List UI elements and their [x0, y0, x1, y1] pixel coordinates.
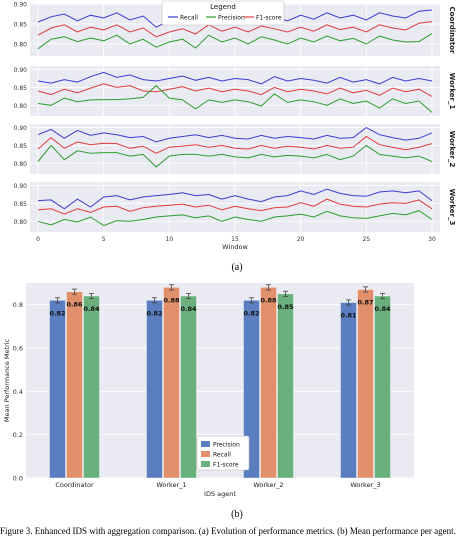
series-line-recall [37, 71, 433, 85]
data-label: 0.82 [243, 309, 259, 317]
data-label: 0.84 [374, 305, 391, 313]
bar-recall [260, 287, 277, 479]
bar-precision [146, 300, 163, 479]
y-tick-label: 0.0 [13, 475, 23, 483]
facet-panel: 0.80 0.85 0.90 Worker_2 [14, 124, 456, 174]
data-label: 0.87 [357, 299, 373, 307]
data-label: 0.85 [277, 303, 294, 311]
legend-label: Precision [213, 442, 240, 449]
bar-recall [163, 287, 180, 479]
bar-f1-score [374, 295, 391, 479]
legend-label: Recall [213, 452, 231, 459]
x-tick-label: Worker_1 [156, 481, 186, 489]
y-tick-label: 0.80 [14, 161, 28, 168]
x-tick-label: 5 [102, 236, 106, 243]
x-tick-label: 15 [231, 236, 239, 243]
series-line-precision [37, 210, 433, 227]
y-tick-label: 0.85 [14, 22, 28, 29]
data-label: 0.81 [340, 312, 357, 320]
legend-label: F1-score [256, 15, 282, 22]
y-tick-label: 0.6 [13, 345, 23, 353]
caption-a: (a) [231, 262, 243, 273]
x-tick-label: 10 [166, 236, 174, 243]
y-axis-label: Mean Performance Metric [3, 338, 11, 422]
x-tick-label: 25 [363, 236, 371, 243]
data-label: 0.82 [146, 309, 162, 317]
facet-label: Worker_3 [448, 189, 456, 226]
series-line-precision [37, 144, 433, 168]
facet-label: Coordinator [448, 7, 456, 54]
series-line-f1-score [37, 135, 433, 154]
series-line-recall [37, 188, 433, 210]
legend-label: F1-score [213, 462, 239, 469]
data-label: 0.82 [49, 309, 65, 317]
y-tick-label: 0.85 [14, 143, 28, 150]
y-tick-label: 0.80 [14, 103, 28, 110]
legend: Legend Recall Precision F1-score [161, 0, 285, 26]
y-tick-label: 0.2 [13, 431, 23, 439]
y-tick-label: 0.90 [14, 183, 28, 190]
bar-f1-score [180, 295, 197, 479]
legend-label: Recall [180, 15, 198, 22]
bar-legend: Precision Recall F1-score [196, 435, 250, 471]
x-tick-label: 30 [428, 236, 436, 243]
series-line-f1-score [37, 198, 433, 215]
y-tick-label: 0.85 [14, 85, 28, 92]
legend-label: Precision [218, 15, 245, 22]
bar-recall [66, 291, 83, 479]
y-tick-label: 0.90 [14, 125, 28, 132]
bar-precision [49, 300, 66, 479]
series-line-f1-score [37, 83, 433, 97]
bar-recall [357, 289, 374, 479]
data-label: 0.84 [83, 305, 100, 313]
bar-f1-score [277, 293, 294, 479]
legend-swatch [201, 451, 210, 457]
series-line-precision [37, 33, 433, 50]
data-label: 0.84 [180, 305, 197, 313]
y-tick-label: 0.90 [14, 2, 28, 9]
y-tick-label: 0.4 [13, 388, 23, 396]
x-tick-label: Coordinator [55, 481, 94, 489]
facet-label: Worker_1 [448, 73, 456, 110]
data-label: 0.88 [163, 296, 180, 304]
x-tick-label: 20 [297, 236, 305, 243]
facet-panel: 0.80 0.85 0.90 Worker_1 [14, 66, 456, 116]
y-tick-label: 0.80 [14, 42, 28, 49]
x-tick-label: 0 [36, 236, 40, 243]
data-label: 0.88 [260, 296, 277, 304]
series-line-recall [37, 127, 433, 143]
series-line-f1-score [37, 21, 433, 38]
legend-swatch [201, 461, 210, 467]
data-label: 0.86 [66, 301, 83, 309]
legend-box [161, 0, 285, 26]
y-tick-label: 0.90 [14, 67, 28, 74]
bar-f1-score [83, 295, 100, 479]
legend-title: Legend [210, 3, 236, 11]
y-tick-label: 0.80 [14, 219, 28, 226]
legend-swatch [201, 441, 210, 447]
y-tick-label: 0.85 [14, 201, 28, 208]
x-tick-label: Worker_3 [350, 481, 380, 489]
y-tick-label: 0.8 [13, 301, 23, 309]
series-line-precision [37, 84, 433, 113]
x-tick-label: Worker_2 [253, 481, 283, 489]
caption-b: (b) [231, 509, 243, 520]
figure-caption-text: Figure 3. Enhanced IDS with aggregation … [0, 527, 456, 536]
bar-precision [340, 302, 357, 479]
facet-panel: 0.80 0.85 0.90 Worker_3 [14, 182, 456, 232]
facet-label: Worker_2 [448, 131, 456, 168]
x-axis-label: IDS agent [204, 490, 236, 498]
x-axis-label: Window [222, 243, 248, 251]
